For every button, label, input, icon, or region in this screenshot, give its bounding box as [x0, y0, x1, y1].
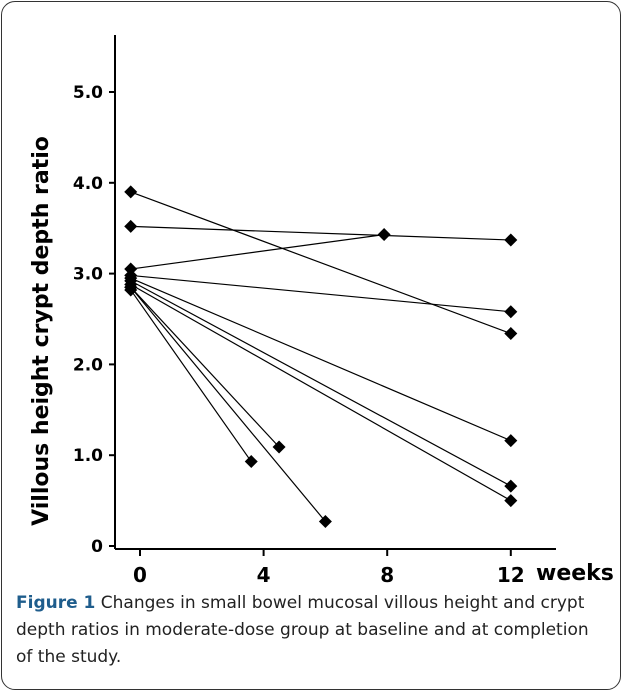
- y-tick-label: 4.0: [73, 174, 103, 194]
- y-tick-label: 1.0: [73, 446, 103, 466]
- figure-caption: Figure 1 Changes in small bowel mucosal …: [16, 590, 606, 671]
- data-point-marker: [377, 228, 391, 242]
- x-tick-label: 0: [133, 563, 147, 587]
- x-axis-unit-label: weeks: [536, 561, 614, 586]
- series-line-1: [130, 225, 511, 241]
- series-layer: [130, 191, 512, 522]
- data-point-marker: [504, 434, 518, 448]
- y-tick-label: 5.0: [73, 83, 103, 103]
- series-line-0: [130, 191, 512, 335]
- data-point-marker: [318, 514, 332, 528]
- data-point-marker: [504, 479, 518, 493]
- x-tick-label: 12: [497, 563, 525, 587]
- data-point-marker: [504, 233, 518, 247]
- y-tick-label: 3.0: [73, 265, 103, 285]
- markers-layer: [124, 185, 518, 528]
- series-line-5: [130, 280, 512, 487]
- data-point-marker: [504, 494, 518, 508]
- chart: 0 1.0 2.0 3.0 4.0 5.0 0 4 8 12 Villous height cry…: [29, 35, 614, 587]
- figure-label: Figure 1: [16, 593, 96, 613]
- series-line-2: [130, 233, 385, 270]
- x-tick-label: 8: [380, 563, 394, 587]
- x-tick-label: 4: [257, 563, 271, 587]
- y-axis-label: Villous height crypt depth ratio: [29, 136, 54, 526]
- figure-caption-text: Changes in small bowel mucosal villous h…: [16, 593, 589, 667]
- data-point-marker: [124, 185, 138, 199]
- data-point-marker: [244, 455, 258, 469]
- data-point-marker: [504, 327, 518, 341]
- y-tick-label: 2.0: [73, 355, 103, 375]
- series-line-7: [130, 286, 280, 448]
- series-line-6: [130, 283, 512, 502]
- data-point-marker: [124, 219, 138, 233]
- data-point-marker: [124, 280, 138, 294]
- data-point-marker: [504, 305, 518, 319]
- series-line-8: [130, 289, 252, 462]
- y-tick-label: 0: [91, 537, 103, 557]
- axes: 0 1.0 2.0 3.0 4.0 5.0 0 4 8 12: [73, 35, 556, 587]
- series-line-9: [130, 286, 326, 522]
- data-point-marker: [272, 440, 286, 454]
- series-line-4: [130, 277, 512, 442]
- series-line-3: [130, 274, 511, 313]
